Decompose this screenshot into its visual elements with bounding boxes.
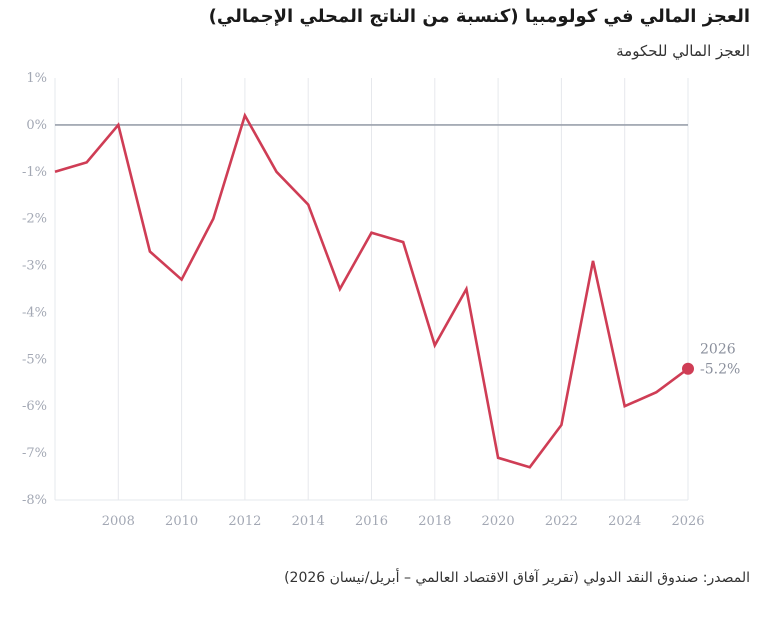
x-tick-label: 2010 <box>165 514 198 529</box>
last-point-year: 2026 <box>700 342 736 358</box>
y-tick-label: -6% <box>22 399 47 414</box>
chart-title: العجز المالي في كولومبيا (كنسبة من النات… <box>208 6 750 27</box>
x-tick-label: 2008 <box>102 514 135 529</box>
y-tick-label: -1% <box>22 165 47 180</box>
y-tick-label: -4% <box>22 305 47 320</box>
y-tick-label: -8% <box>22 493 47 508</box>
last-point-marker <box>682 362 694 375</box>
tick-labels: 1% 0% -1% -2% -3% -4% -5% -6% -7% -8% 2008 2010 2012… <box>22 71 740 529</box>
source-note: المصدر: صندوق النقد الدولي (تقرير آفاق ا… <box>284 570 750 586</box>
x-tick-label: 2026 <box>671 514 704 529</box>
y-tick-label: -2% <box>22 212 47 227</box>
y-tick-label: 0% <box>26 118 47 133</box>
x-tick-label: 2024 <box>608 514 641 529</box>
gridlines <box>54 78 689 500</box>
line-chart: 1% 0% -1% -2% -3% -4% -5% -6% -7% -8% 2008 2010 2012… <box>22 71 740 529</box>
chart-subtitle: العجز المالي للحكومة <box>616 42 750 60</box>
axes <box>55 124 688 501</box>
x-tick-label: 2018 <box>418 514 451 529</box>
y-tick-label: 1% <box>26 71 47 86</box>
y-tick-label: -5% <box>22 352 47 367</box>
y-tick-label: -3% <box>22 259 47 274</box>
last-point-value: -5.2% <box>700 362 740 378</box>
x-tick-label: 2014 <box>292 514 325 529</box>
x-tick-label: 2016 <box>355 514 388 529</box>
x-tick-label: 2012 <box>228 514 261 529</box>
x-tick-label: 2020 <box>482 514 515 529</box>
series-line <box>54 112 689 469</box>
y-tick-label: -7% <box>22 446 47 461</box>
x-tick-label: 2022 <box>545 514 578 529</box>
series <box>54 112 694 469</box>
